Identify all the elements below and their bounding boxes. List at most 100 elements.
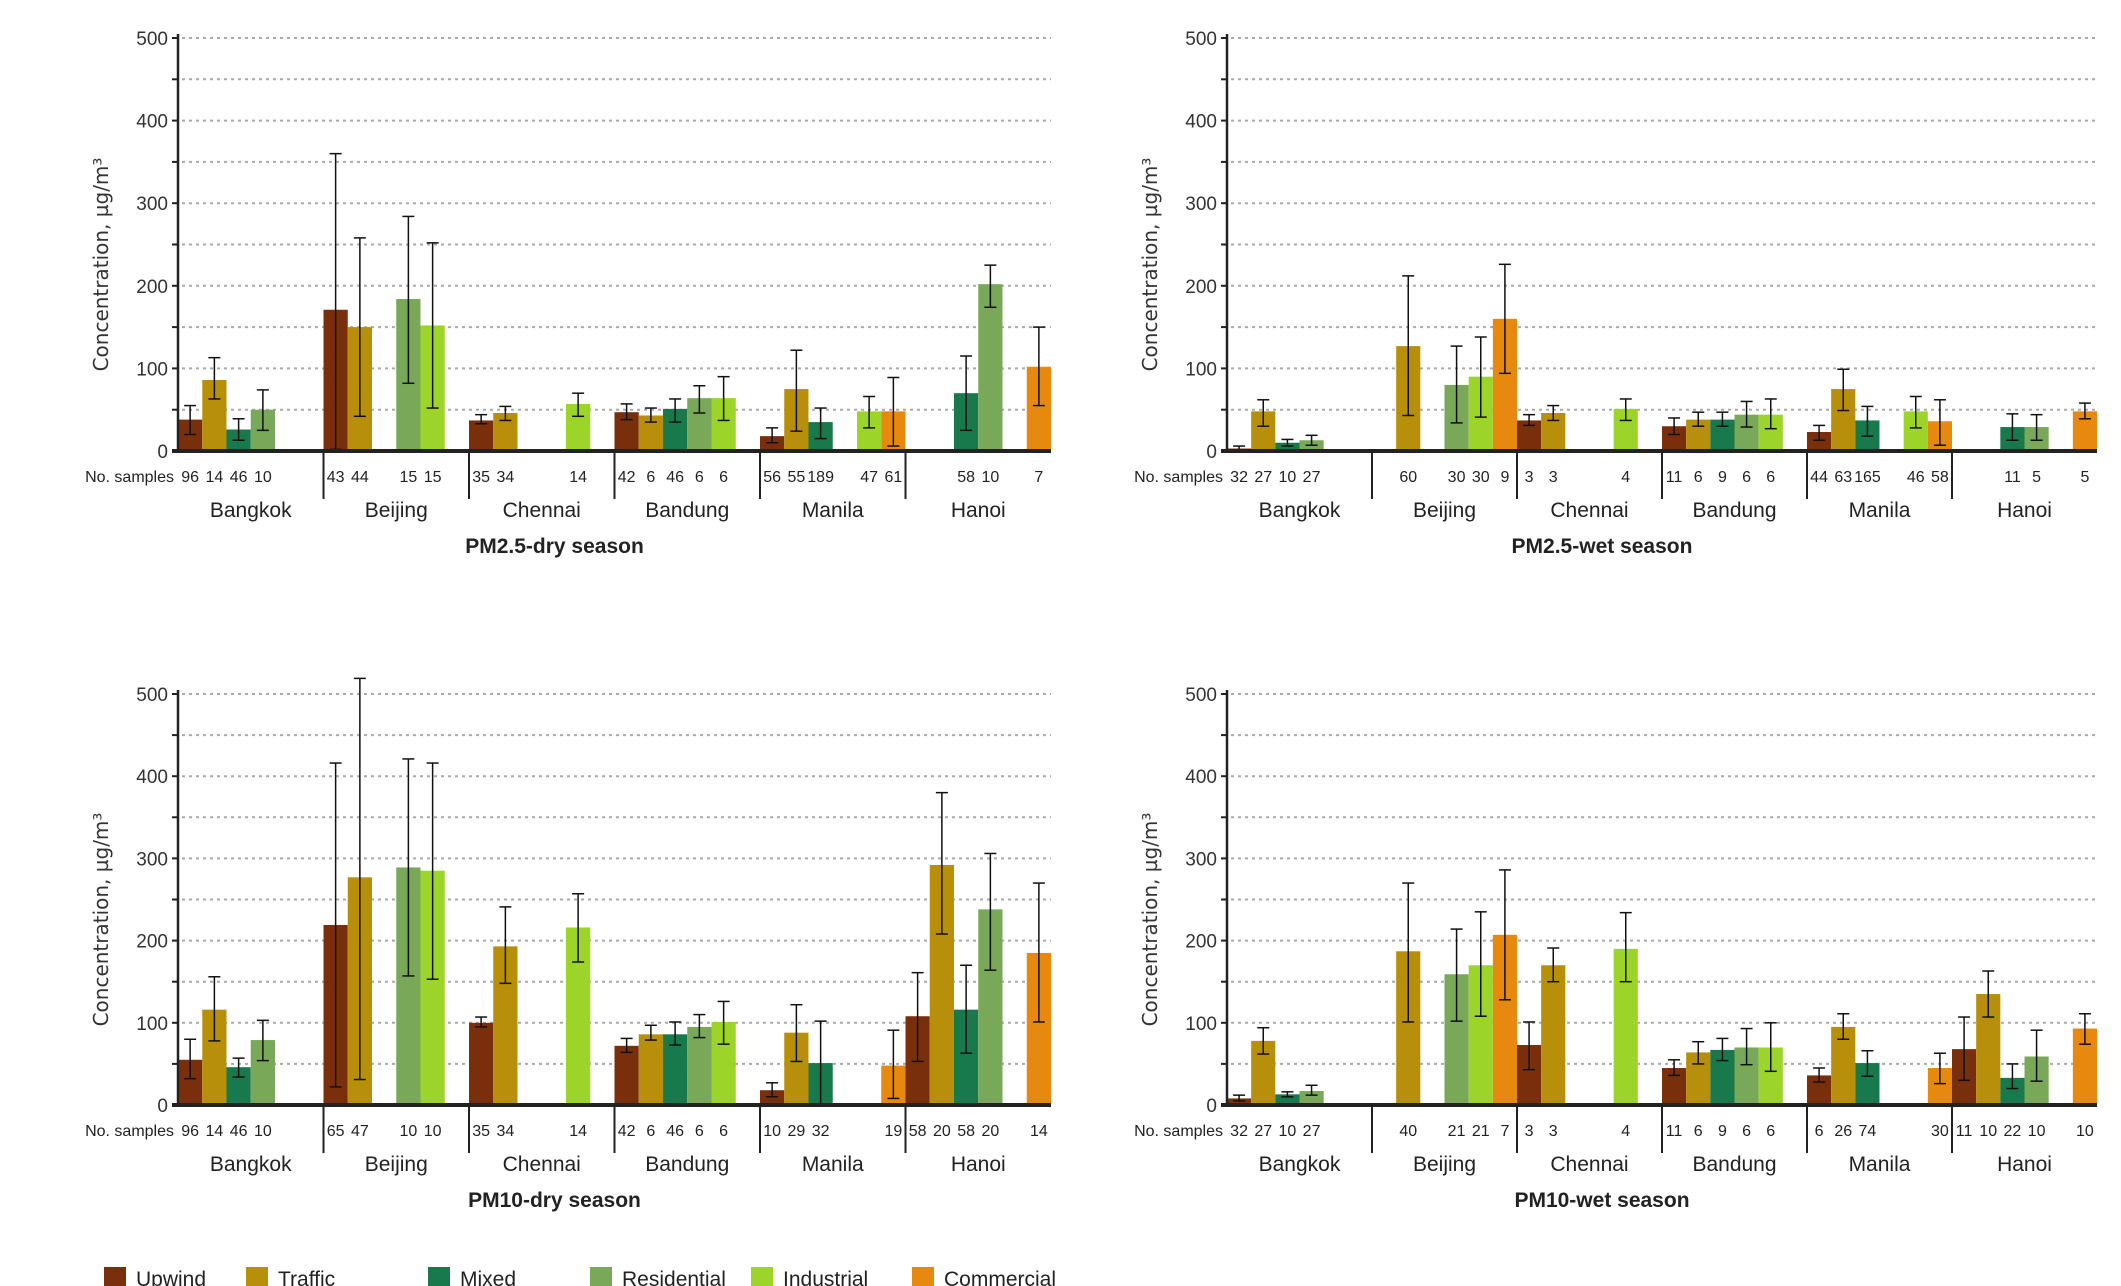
sample-count: 10 bbox=[763, 1123, 781, 1140]
sample-count: 35 bbox=[472, 1123, 490, 1140]
city-label: Bandung bbox=[645, 1153, 729, 1176]
y-tick-label: 0 bbox=[1206, 442, 1217, 463]
sample-count: 15 bbox=[399, 469, 417, 486]
bar-bangkok-mixed bbox=[1275, 1094, 1300, 1105]
sample-count: 14 bbox=[205, 1123, 223, 1140]
sample-count: 10 bbox=[1979, 1123, 1997, 1140]
y-tick-label: 300 bbox=[136, 194, 168, 215]
city-label: Chennai bbox=[1550, 499, 1628, 522]
sample-count: 29 bbox=[787, 1123, 805, 1140]
panel-title: PM10-wet season bbox=[1514, 1189, 1689, 1212]
sample-count: 47 bbox=[860, 469, 878, 486]
sample-count: 27 bbox=[1303, 469, 1321, 486]
y-tick-label: 400 bbox=[1185, 767, 1217, 788]
sample-count: 58 bbox=[957, 469, 975, 486]
y-axis-label: Concentration, µg/m³ bbox=[89, 158, 113, 372]
y-tick-label: 400 bbox=[136, 112, 168, 133]
sample-count: 22 bbox=[2004, 1123, 2022, 1140]
panel-title: PM2.5-dry season bbox=[465, 535, 644, 558]
samples-label: No. samples bbox=[1134, 1123, 1223, 1140]
bar-bandung-residential bbox=[687, 1026, 712, 1105]
sample-count: 6 bbox=[1766, 1123, 1775, 1140]
y-tick-label: 500 bbox=[1185, 685, 1217, 706]
sample-count: 44 bbox=[351, 469, 369, 486]
sample-count: 10 bbox=[399, 1123, 417, 1140]
legend-swatch bbox=[246, 1267, 268, 1286]
sample-count: 10 bbox=[2076, 1123, 2094, 1140]
legend-label: Upwind bbox=[136, 1268, 206, 1286]
city-label: Manila bbox=[1849, 499, 1911, 522]
sample-count: 189 bbox=[807, 469, 834, 486]
bar-manila-upwind bbox=[760, 436, 785, 451]
legend-label: Industrial bbox=[783, 1268, 868, 1286]
sample-count: 32 bbox=[812, 1123, 830, 1140]
y-tick-label: 200 bbox=[1185, 932, 1217, 953]
sample-count: 9 bbox=[1718, 469, 1727, 486]
city-label: Beijing bbox=[365, 499, 428, 522]
bar-chennai-upwind bbox=[469, 420, 494, 451]
city-label: Chennai bbox=[1550, 1153, 1628, 1176]
panel-title: PM10-dry season bbox=[468, 1189, 641, 1212]
sample-count: 6 bbox=[695, 469, 704, 486]
bar-manila-upwind bbox=[760, 1090, 785, 1105]
sample-count: 20 bbox=[981, 1123, 999, 1140]
sample-count: 21 bbox=[1472, 1123, 1490, 1140]
sample-count: 11 bbox=[1666, 1123, 1683, 1140]
city-label: Beijing bbox=[1413, 1153, 1476, 1176]
sample-count: 4 bbox=[1621, 469, 1630, 486]
y-tick-label: 300 bbox=[1185, 849, 1217, 870]
sample-count: 10 bbox=[254, 1123, 272, 1140]
city-label: Chennai bbox=[503, 499, 581, 522]
legend-item-upwind: Upwind bbox=[104, 1267, 206, 1286]
city-label: Bangkok bbox=[210, 499, 292, 522]
samples-label: No. samples bbox=[1134, 469, 1223, 486]
bar-bandung-upwind bbox=[614, 1045, 639, 1105]
sample-count: 58 bbox=[957, 1123, 975, 1140]
sample-count: 14 bbox=[569, 469, 587, 486]
sample-count: 7 bbox=[1034, 469, 1043, 486]
y-tick-label: 200 bbox=[1185, 277, 1217, 298]
y-axis-label: Concentration, µg/m³ bbox=[1138, 158, 1162, 372]
bar-hanoi-residential bbox=[978, 284, 1003, 451]
city-label: Bandung bbox=[1692, 1153, 1776, 1176]
sample-count: 46 bbox=[230, 469, 248, 486]
sample-count: 3 bbox=[1549, 469, 1558, 486]
sample-count: 6 bbox=[1766, 469, 1775, 486]
legend-swatch bbox=[590, 1267, 612, 1286]
sample-count: 27 bbox=[1303, 1123, 1321, 1140]
sample-count: 46 bbox=[666, 469, 684, 486]
sample-count: 63 bbox=[1834, 469, 1852, 486]
sample-count: 6 bbox=[1742, 469, 1751, 486]
legend-label: Residential bbox=[622, 1268, 726, 1286]
panel-title: PM2.5-wet season bbox=[1512, 535, 1693, 558]
y-tick-label: 100 bbox=[136, 1014, 168, 1035]
chart-panel-2: 0 100 200 300 400 500 Concentration, µg/m³ 32 27… bbox=[1134, 29, 2097, 558]
sample-count: 30 bbox=[1931, 1123, 1949, 1140]
sample-count: 14 bbox=[569, 1123, 587, 1140]
city-label: Hanoi bbox=[1997, 1153, 2052, 1176]
sample-count: 6 bbox=[1694, 469, 1703, 486]
y-tick-label: 0 bbox=[157, 442, 168, 463]
bar-bangkok-upwind bbox=[1227, 1098, 1252, 1105]
sample-count: 46 bbox=[1907, 469, 1925, 486]
y-tick-label: 0 bbox=[157, 1096, 168, 1117]
legend-item-residential: Residential bbox=[590, 1267, 726, 1286]
sample-count: 58 bbox=[1931, 469, 1949, 486]
sample-count: 35 bbox=[472, 469, 490, 486]
y-tick-label: 500 bbox=[1185, 29, 1217, 50]
city-label: Beijing bbox=[365, 1153, 428, 1176]
sample-count: 61 bbox=[884, 469, 902, 486]
sample-count: 55 bbox=[787, 469, 805, 486]
sample-count: 14 bbox=[205, 469, 223, 486]
city-label: Hanoi bbox=[951, 1153, 1006, 1176]
bar-bandung-mixed bbox=[663, 1034, 688, 1105]
sample-count: 40 bbox=[1399, 1123, 1417, 1140]
sample-count: 11 bbox=[2004, 469, 2021, 486]
y-tick-label: 200 bbox=[136, 277, 168, 298]
sample-count: 3 bbox=[1525, 1123, 1534, 1140]
sample-count: 74 bbox=[1859, 1123, 1877, 1140]
sample-count: 44 bbox=[1810, 469, 1828, 486]
legend-item-industrial: Industrial bbox=[751, 1267, 868, 1286]
city-label: Bandung bbox=[1692, 499, 1776, 522]
